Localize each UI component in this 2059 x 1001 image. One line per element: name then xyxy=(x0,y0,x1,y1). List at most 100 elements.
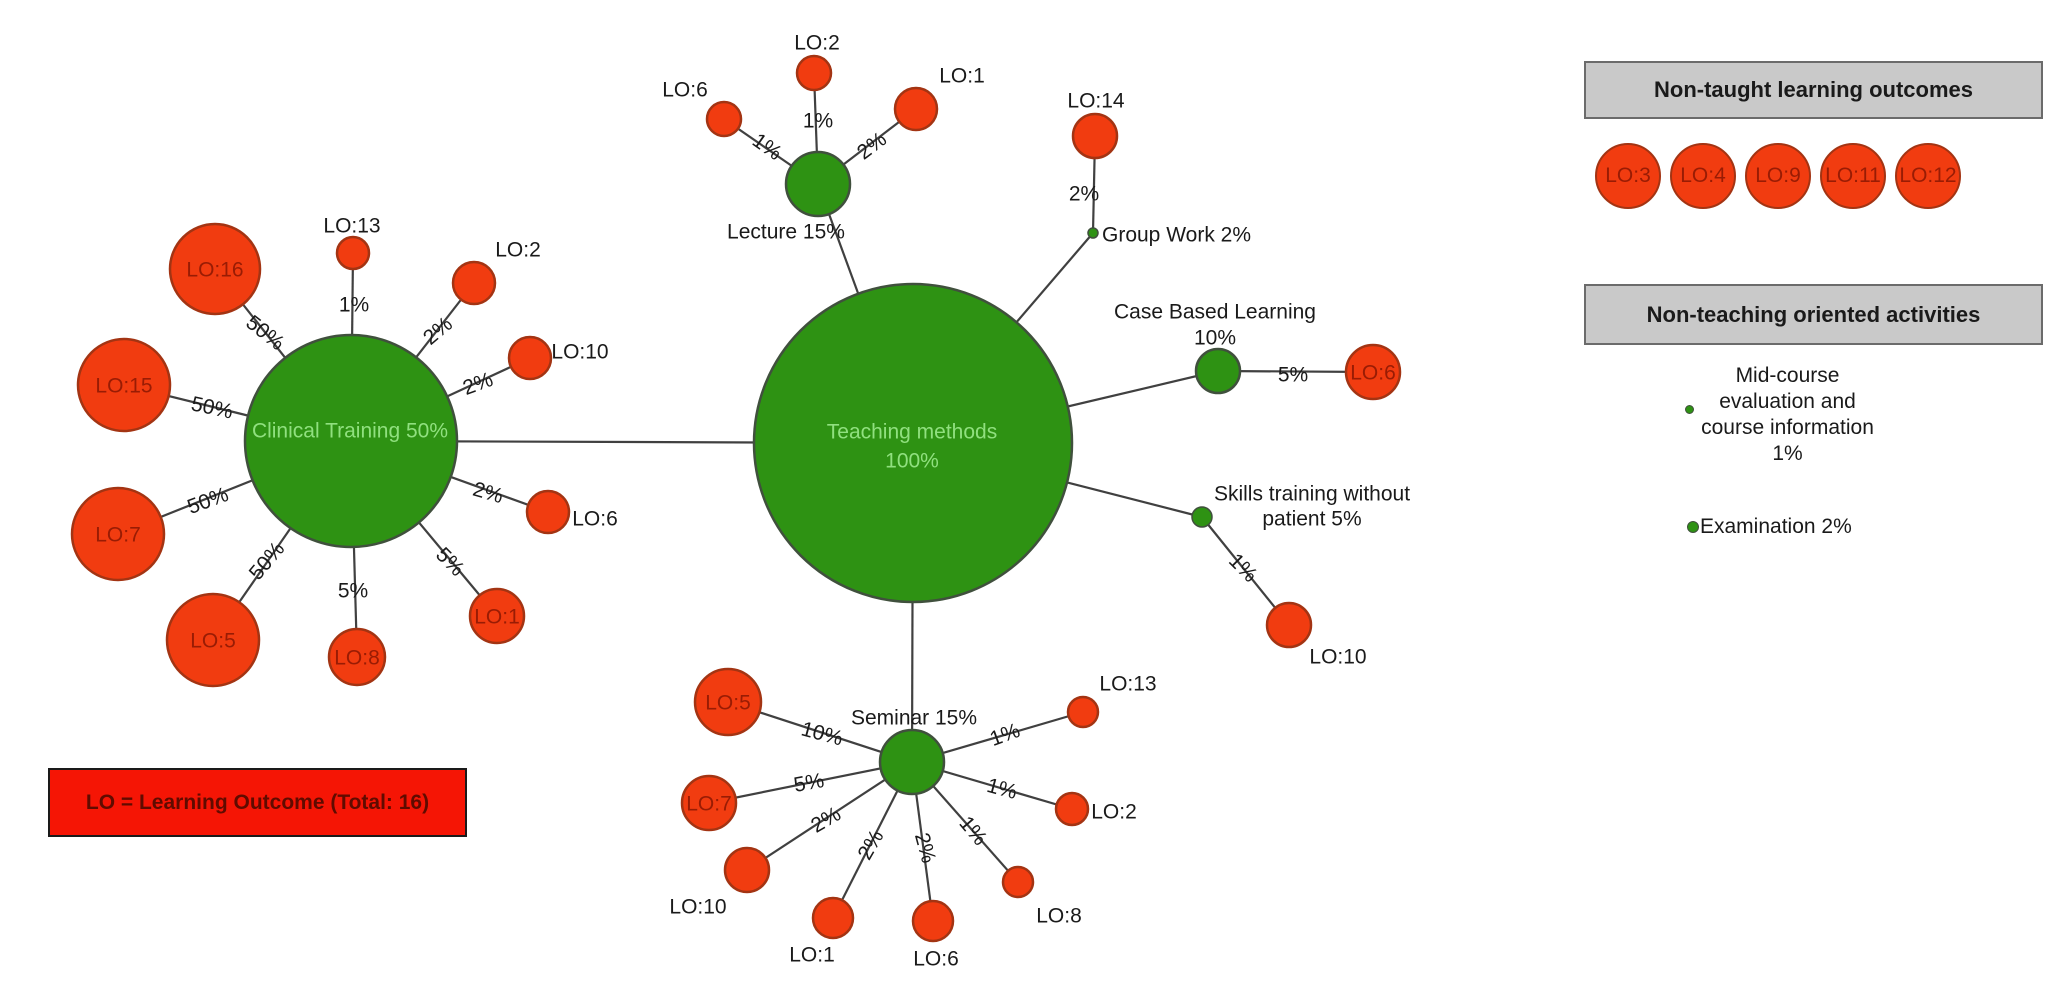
non-taught-title: Non-taught learning outcomes xyxy=(1654,77,1973,102)
label-lo8-clinical: LO:8 xyxy=(334,647,380,670)
node-lo10-seminar xyxy=(723,846,771,894)
examination-dot-icon xyxy=(1687,521,1699,533)
examination-activity: Examination 2% xyxy=(1700,514,1852,540)
node-lo1-seminar xyxy=(811,896,855,940)
label-lecture: Lecture 15% xyxy=(727,221,845,244)
node-lo6-lecture xyxy=(705,100,743,138)
node-lo2-seminar xyxy=(1054,791,1090,827)
node-clinical-training xyxy=(243,333,459,549)
label-lo6-cbl: LO:6 xyxy=(1350,362,1396,385)
label-cbl-line1: Case Based Learning xyxy=(1114,301,1316,324)
label-lo13-clinical: LO:13 xyxy=(323,215,380,238)
node-lo5-clinical xyxy=(165,592,261,688)
node-lo2-lecture xyxy=(795,54,833,92)
node-lo14-groupwork xyxy=(1071,112,1119,160)
edge-label-groupwork-lo14: 2% xyxy=(1069,183,1099,206)
node-lo6-clinical xyxy=(525,489,571,535)
edge-label-seminar-lo10: 2% xyxy=(807,802,845,837)
non-taught-lo3-label: LO:3 xyxy=(1605,164,1651,187)
edge-label-clinical-lo5: 50% xyxy=(245,538,290,585)
node-skills-training xyxy=(1191,506,1213,528)
label-lo1-lecture: LO:1 xyxy=(939,65,985,88)
label-lo6-clinical: LO:6 xyxy=(572,508,618,531)
node-group-work xyxy=(1087,227,1099,239)
edge-label-seminar-lo1: 2% xyxy=(853,826,888,864)
midcourse-dot-icon xyxy=(1685,405,1694,414)
label-lo7-seminar: LO:7 xyxy=(686,793,732,816)
edge-label-lecture-lo2: 1% xyxy=(803,110,833,133)
non-taught-outcomes-row: LO:3 LO:4 LO:9 LO:11 LO:12 xyxy=(1595,143,1961,209)
examination-label: Examination 2% xyxy=(1700,515,1852,538)
node-lo6-seminar xyxy=(911,899,955,943)
label-skills-line1: Skills training without xyxy=(1214,483,1410,506)
node-lo10-skills xyxy=(1265,601,1313,649)
label-lo5-seminar: LO:5 xyxy=(705,692,751,715)
label-skills-line2: patient 5% xyxy=(1262,508,1361,531)
non-taught-lo4-circle: LO:4 xyxy=(1670,143,1736,209)
edge-label-clinical-lo7: 50% xyxy=(184,483,231,519)
midcourse-line-3: course information xyxy=(1701,416,1874,439)
label-lo16-clinical: LO:16 xyxy=(186,259,243,282)
non-teaching-header-box: Non-teaching oriented activities xyxy=(1584,284,2043,345)
lo-legend-text: LO = Learning Outcome (Total: 16) xyxy=(85,790,430,814)
non-taught-lo11-circle: LO:11 xyxy=(1820,143,1886,209)
edge-label-clinical-lo2: 2% xyxy=(419,312,457,349)
node-lo1-clinical xyxy=(468,587,526,645)
node-lo5-seminar xyxy=(693,667,763,737)
label-cbl-line2: 10% xyxy=(1194,327,1236,350)
node-lecture xyxy=(784,150,852,218)
node-lo15-clinical xyxy=(76,337,172,433)
midcourse-line-4: 1% xyxy=(1772,442,1803,465)
non-taught-header-box: Non-taught learning outcomes xyxy=(1584,61,2043,119)
label-lo15-clinical: LO:15 xyxy=(95,375,152,398)
label-lo2-seminar: LO:2 xyxy=(1091,801,1137,824)
node-lo13-seminar xyxy=(1066,695,1100,729)
label-lo1-seminar: LO:1 xyxy=(789,944,835,967)
label-lo8-seminar: LO:8 xyxy=(1036,905,1082,928)
node-lo1-lecture xyxy=(893,86,939,132)
edge-seminar-lo7 xyxy=(708,760,913,805)
midcourse-activity: Mid-course evaluation and course informa… xyxy=(1665,363,1910,467)
edge-label-clinical-lo16: 50% xyxy=(241,311,288,355)
label-groupwork: Group Work 2% xyxy=(1102,224,1251,247)
label-lo2-clinical: LO:2 xyxy=(495,239,541,262)
node-case-based-learning xyxy=(1194,347,1242,395)
non-teaching-title: Non-teaching oriented activities xyxy=(1646,301,1981,327)
edge-label-clinical-lo15: 50% xyxy=(189,392,235,423)
edge-label-cbl-lo6: 5% xyxy=(1278,364,1308,387)
node-lo6-cbl xyxy=(1344,343,1402,401)
non-taught-lo11-label: LO:11 xyxy=(1825,164,1881,187)
label-lo1-clinical: LO:1 xyxy=(474,606,520,629)
edge-label-lecture-lo6: 1% xyxy=(748,129,786,165)
edge-label-seminar-lo2: 1% xyxy=(984,774,1019,804)
node-lo7-seminar xyxy=(680,774,738,832)
edge-label-clinical-lo13: 1% xyxy=(339,294,369,317)
non-taught-lo4-label: LO:4 xyxy=(1680,164,1726,187)
node-lo7-clinical xyxy=(70,486,166,582)
label-lo6-lecture: LO:6 xyxy=(662,79,708,102)
edge-label-skills-lo10: 1% xyxy=(1224,549,1262,587)
edge-label-seminar-lo7: 5% xyxy=(792,769,826,797)
edge-label-clinical-lo10: 2% xyxy=(460,368,496,400)
node-lo8-clinical xyxy=(327,627,387,687)
non-taught-lo12-label: LO:12 xyxy=(1899,164,1957,187)
non-taught-lo9-label: LO:9 xyxy=(1755,164,1801,187)
label-lo10-seminar: LO:10 xyxy=(669,896,726,919)
edge-label-clinical-lo6: 2% xyxy=(470,478,506,508)
node-lo10-clinical xyxy=(507,335,553,381)
label-lo7-clinical: LO:7 xyxy=(95,524,141,547)
midcourse-line-1: Mid-course xyxy=(1735,364,1840,387)
node-lo8-seminar xyxy=(1001,865,1035,899)
lo-legend-box: LO = Learning Outcome (Total: 16) xyxy=(48,768,467,837)
edge-label-seminar-lo5: 10% xyxy=(799,717,846,750)
edge-label-seminar-lo6: 2% xyxy=(910,830,940,865)
non-taught-lo12-circle: LO:12 xyxy=(1895,143,1961,209)
label-lo10-clinical: LO:10 xyxy=(551,341,608,364)
label-teaching-line1: Teaching methods xyxy=(827,421,997,444)
label-lo6-seminar: LO:6 xyxy=(913,948,959,971)
label-teaching-line2: 100% xyxy=(885,450,939,473)
node-lo2-clinical xyxy=(451,260,497,306)
label-clinical: Clinical Training 50% xyxy=(252,420,448,443)
